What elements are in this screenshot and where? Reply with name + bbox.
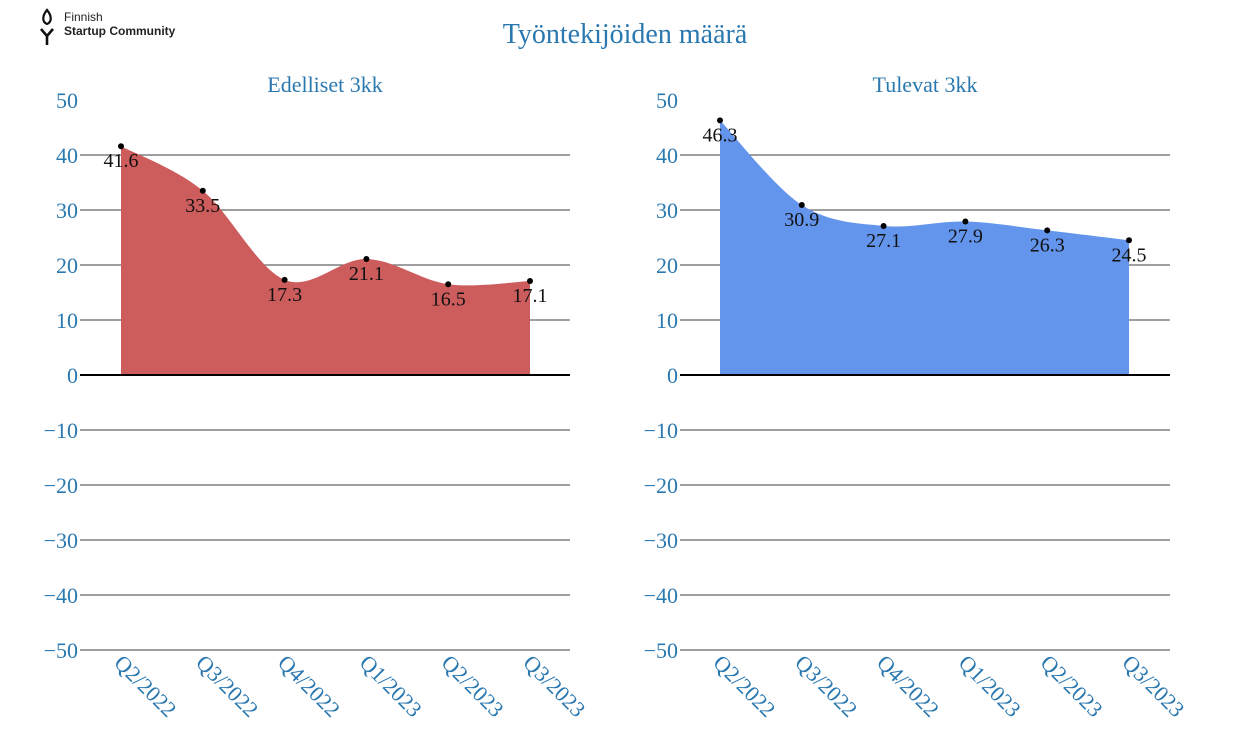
x-tick-label: Q3/2022 [790,650,862,722]
data-label: 33.5 [185,195,220,217]
data-point [199,187,206,194]
y-tick-label: −20 [644,473,678,498]
data-point [1126,237,1132,244]
data-label: 26.3 [1030,234,1065,256]
data-label: 27.1 [866,230,901,252]
y-tick-label: 0 [667,363,678,388]
y-tick-label: 30 [56,198,78,223]
data-point [445,281,452,288]
data-label: 27.9 [948,226,983,248]
data-point [363,255,370,262]
y-tick-label: 10 [656,308,678,333]
area-series-left [121,146,530,375]
x-tick-label: Q4/2022 [872,650,944,722]
logo-icon [40,8,54,45]
y-tick-label: 0 [67,363,78,388]
y-tick-label: −10 [644,418,678,443]
y-tick-label: −30 [44,528,78,553]
y-tick-label: 40 [56,143,78,168]
y-tick-label: 10 [56,308,78,333]
x-tick-label: Q2/2022 [109,650,181,722]
area-series-right [720,120,1129,375]
y-tick-label: −10 [44,418,78,443]
data-label: 41.6 [104,150,139,172]
x-tick-label: Q2/2023 [437,650,509,722]
y-tick-label: −50 [44,638,78,663]
data-label: 17.3 [267,284,302,306]
data-label: 46.3 [703,124,738,146]
logo-line-2: Startup Community [64,24,176,38]
x-tick-label: Q1/2023 [355,650,427,722]
y-tick-label: −30 [644,528,678,553]
x-tick-label: Q2/2023 [1036,650,1108,722]
y-tick-label: 50 [656,88,678,113]
y-tick-label: −40 [44,583,78,608]
x-tick-label: Q1/2023 [954,650,1026,722]
chart-title-left: Edelliset 3kk [267,72,382,97]
y-tick-label: 50 [56,88,78,113]
y-tick-label: 20 [656,253,678,278]
logo: Finnish Startup Community [38,7,198,47]
x-tick-label: Q3/2023 [518,650,590,722]
y-tick-label: −20 [44,473,78,498]
data-point [962,218,969,225]
data-point [717,117,723,124]
data-point [880,222,887,229]
x-tick-label: Q2/2022 [708,650,780,722]
data-point [527,277,533,284]
x-tick-label: Q3/2023 [1117,650,1189,722]
data-point [798,202,805,209]
data-point [118,143,124,150]
x-tick-label: Q3/2022 [191,650,263,722]
data-label: 30.9 [784,209,819,231]
y-tick-label: 40 [656,143,678,168]
data-label: 17.1 [513,285,548,307]
y-tick-label: −50 [644,638,678,663]
y-tick-label: 30 [656,198,678,223]
logo-line-1: Finnish [64,10,103,24]
x-tick-label: Q4/2022 [273,650,345,722]
data-point [1044,227,1051,234]
data-label: 16.5 [431,288,466,310]
y-tick-label: −40 [644,583,678,608]
y-tick-label: 20 [56,253,78,278]
data-label: 21.1 [349,263,384,285]
page-title: Työntekijöiden määrä [502,19,748,50]
chart-title-right: Tulevat 3kk [873,72,978,97]
data-point [281,276,288,283]
data-label: 24.5 [1112,244,1147,266]
